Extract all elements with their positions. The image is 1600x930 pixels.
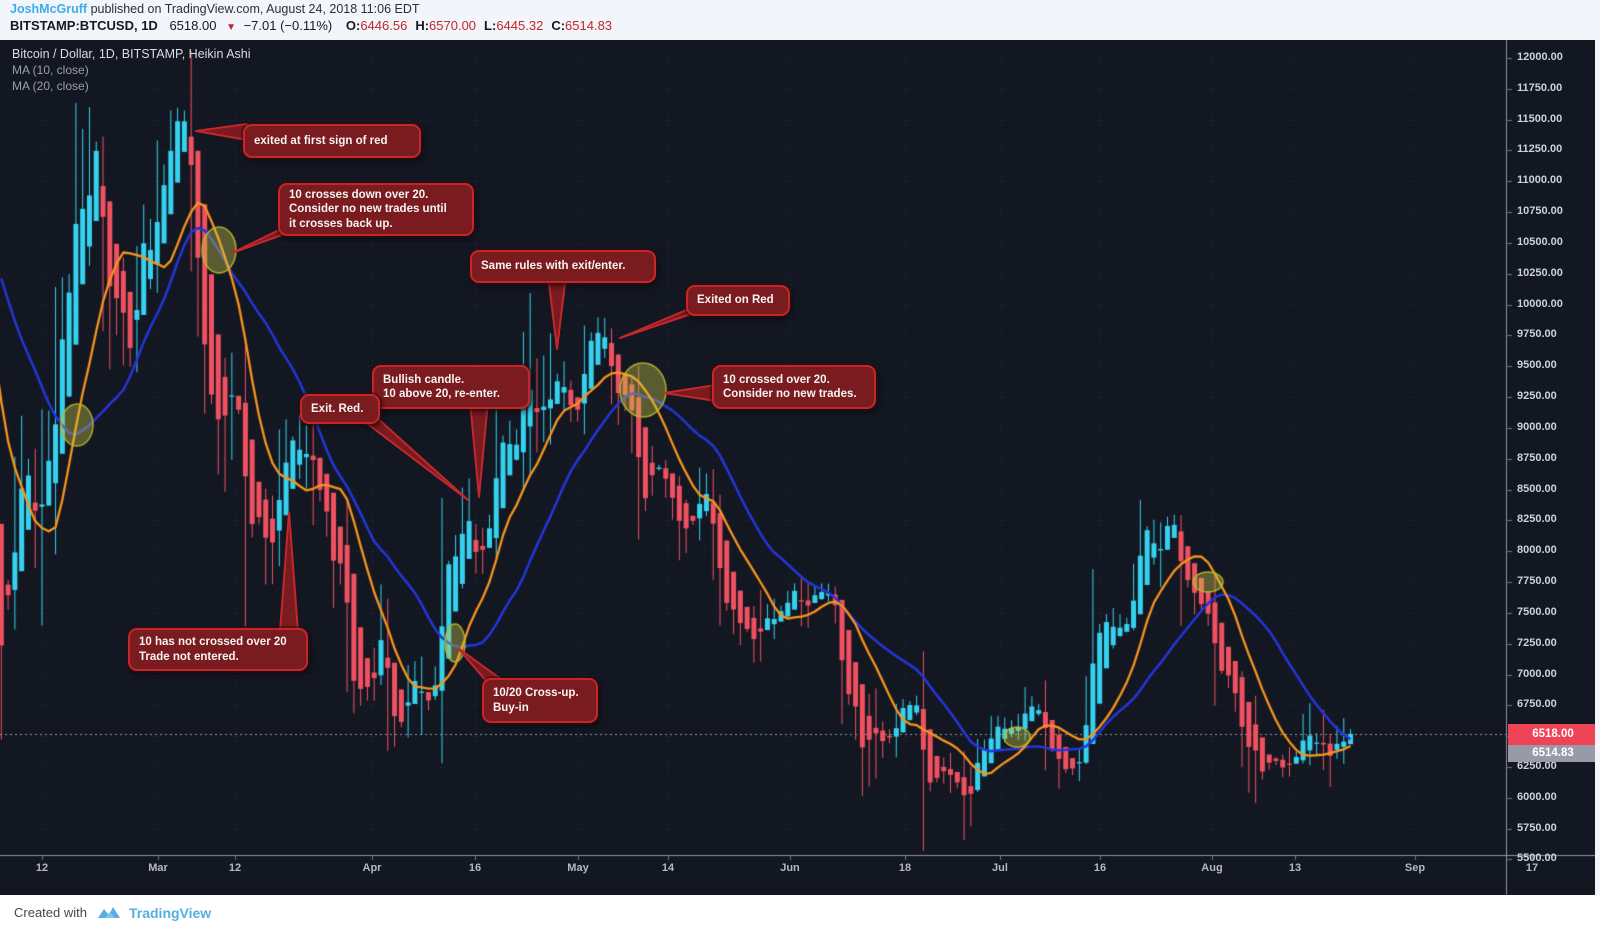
open-label: O: [345,18,361,33]
chart-legend: Bitcoin / Dollar, 1D, BITSTAMP, Heikin A… [12,46,251,94]
tradingview-brand-link[interactable]: TradingView [128,904,212,921]
low-label: L: [484,18,497,33]
author-link[interactable]: JoshMcGruff [10,2,88,16]
footer-bar: Created with TradingView [0,895,1600,930]
legend-ma10[interactable]: MA (10, close) [12,63,89,77]
symbol-label[interactable]: BITSTAMP:BTCUSD, 1D [10,18,158,33]
down-arrow-icon: ▼ [226,22,236,33]
published-header: JoshMcGruff published on TradingView.com… [0,0,1600,40]
tradingview-logo-icon [97,905,121,921]
high-value: 6570.00 [429,18,477,33]
last-price-text: 6518.00 [169,18,217,33]
published-text: published on TradingView.com, August 24,… [87,2,420,16]
symbol-ohlc-row: BITSTAMP:BTCUSD, 1D 6518.00 ▼ −7.01 (−0.… [10,18,620,33]
high-label: H: [415,18,430,33]
ohlc-values: O:6446.56 H:6570.00 L:6445.32 C:6514.83 [346,18,620,33]
legend-title: Bitcoin / Dollar, 1D, BITSTAMP, Heikin A… [12,47,251,61]
low-value: 6445.32 [496,18,544,33]
created-with-text: Created with [14,905,87,920]
right-edge-strip [1595,40,1600,895]
open-value: 6446.56 [360,18,408,33]
publish-info-row: JoshMcGruff published on TradingView.com… [10,2,420,16]
change-text: −7.01 (−0.11%) [243,18,333,33]
close-label: C: [551,18,566,33]
close-value: 6514.83 [565,18,613,33]
legend-ma20[interactable]: MA (20, close) [12,79,89,93]
